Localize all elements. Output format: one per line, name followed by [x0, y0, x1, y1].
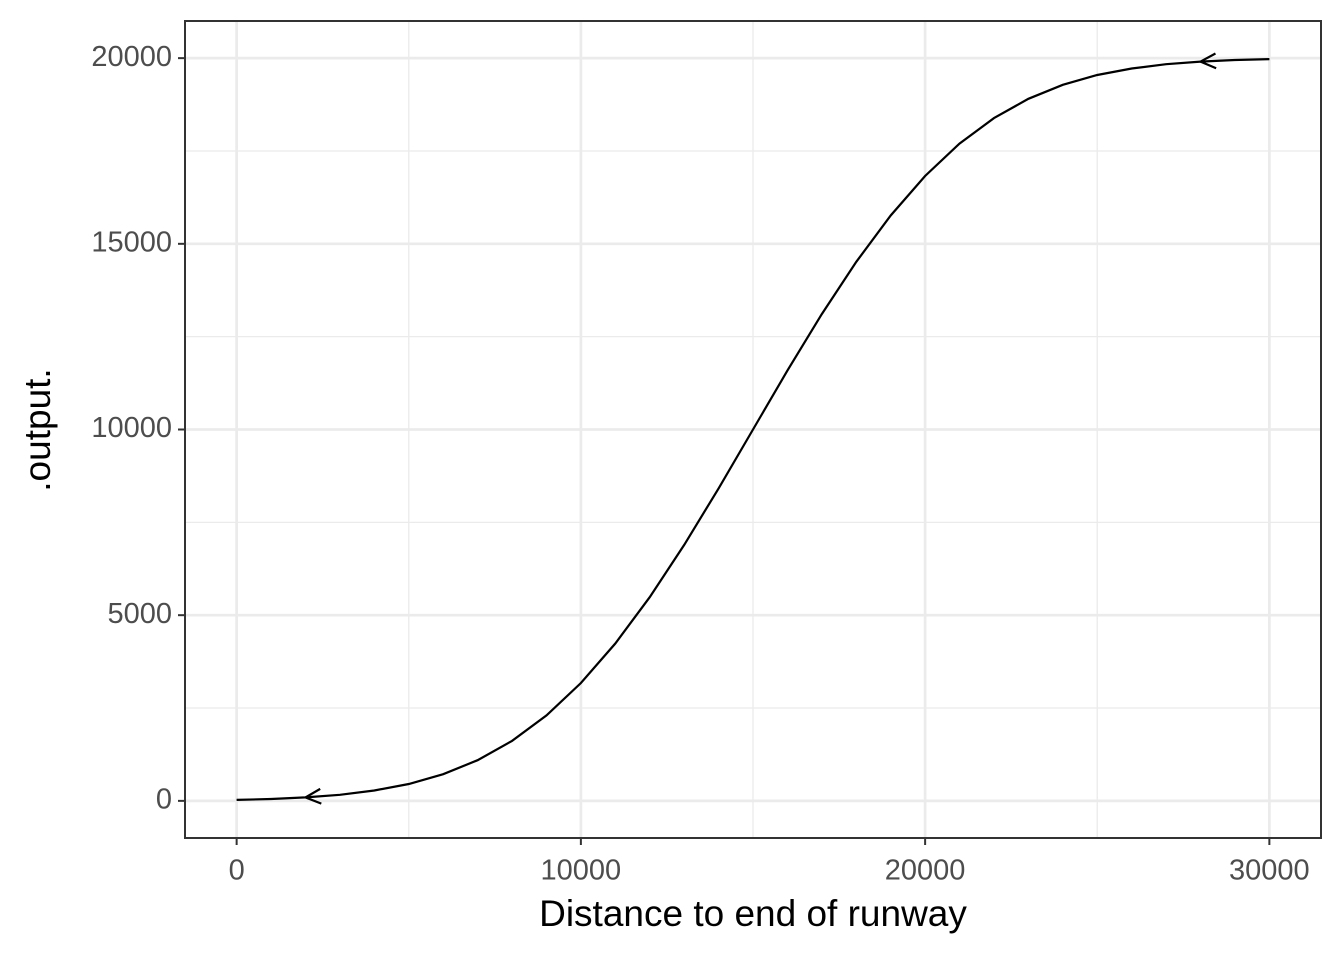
arrowhead: [1197, 52, 1217, 70]
y-tick-label: 15000: [91, 226, 172, 258]
x-tick-label: 0: [229, 855, 245, 887]
y-tick-label: 0: [156, 784, 172, 816]
x-axis-title: Distance to end of runway: [539, 893, 967, 934]
x-tick-label: 30000: [1229, 855, 1310, 887]
panel-border: [184, 20, 1322, 839]
x-tick-label: 10000: [541, 855, 622, 887]
x-tick-label: 20000: [885, 855, 966, 887]
y-tick-label: 5000: [107, 598, 172, 630]
arrowhead: [302, 787, 322, 805]
y-tick-label: 20000: [91, 41, 172, 73]
y-tick-label: 10000: [91, 412, 172, 444]
line: [236, 58, 1270, 801]
y-axis-title: .output.: [17, 368, 58, 491]
